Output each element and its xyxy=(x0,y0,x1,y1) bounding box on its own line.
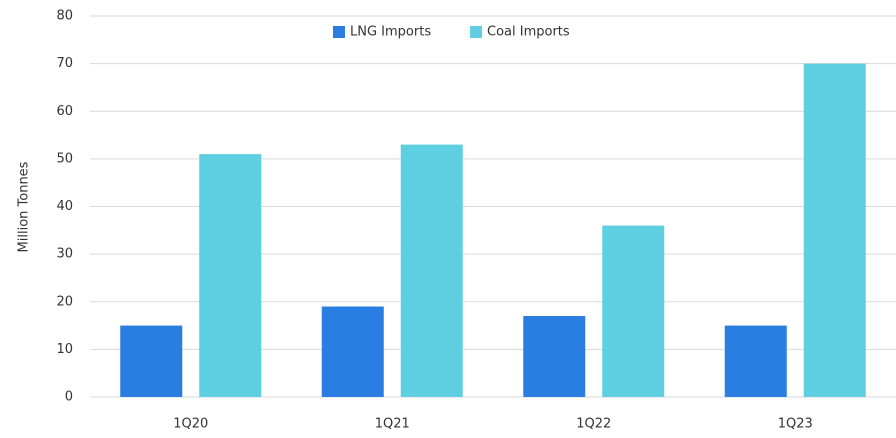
legend-label: LNG Imports xyxy=(350,25,431,40)
y-tick-label: 40 xyxy=(56,199,73,214)
legend-swatch xyxy=(470,26,482,38)
x-tick-label: 1Q23 xyxy=(778,417,813,432)
bar xyxy=(724,325,787,397)
bar xyxy=(120,325,183,397)
bar xyxy=(199,154,262,397)
legend-label: Coal Imports xyxy=(487,25,570,40)
y-tick-label: 80 xyxy=(56,9,73,24)
y-tick-label: 60 xyxy=(56,104,73,119)
legend-swatch xyxy=(333,26,345,38)
bar xyxy=(803,63,866,397)
bar xyxy=(523,316,586,397)
bar xyxy=(321,306,384,397)
x-tick-label: 1Q20 xyxy=(173,417,208,432)
bar xyxy=(400,144,463,397)
x-tick-label: 1Q21 xyxy=(375,417,410,432)
x-tick-label: 1Q22 xyxy=(576,417,611,432)
y-tick-label: 10 xyxy=(56,342,73,357)
y-tick-label: 20 xyxy=(56,294,73,309)
bar xyxy=(602,225,665,397)
y-tick-label: 50 xyxy=(56,151,73,166)
y-tick-label: 0 xyxy=(65,390,73,405)
y-axis-label: Million Tonnes xyxy=(17,161,32,252)
y-tick-label: 70 xyxy=(56,56,73,71)
y-tick-label: 30 xyxy=(56,247,73,262)
